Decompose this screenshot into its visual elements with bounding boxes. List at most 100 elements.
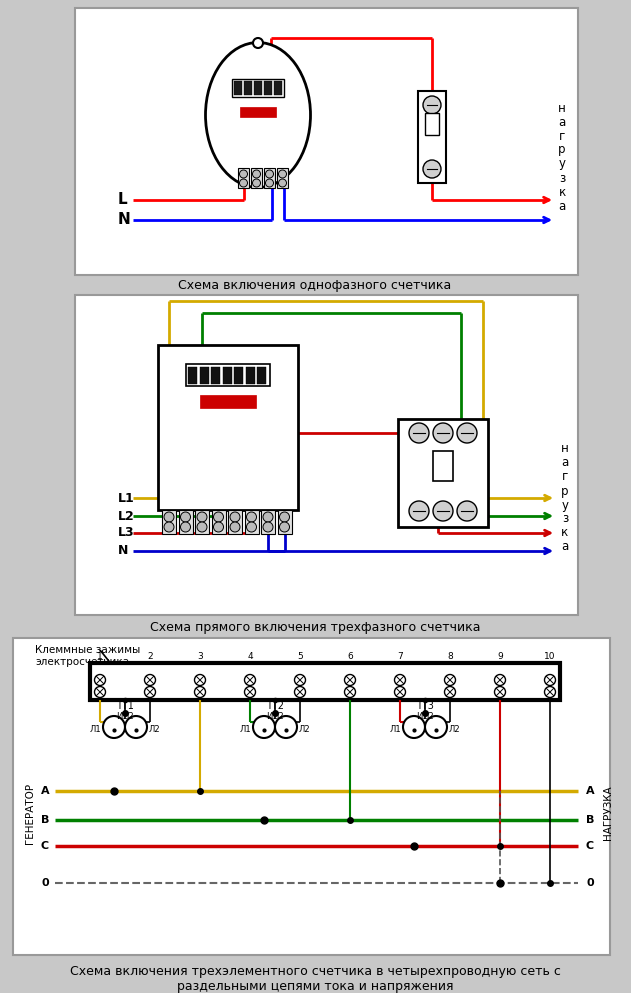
Bar (418, 91, 446, 183)
Circle shape (95, 686, 105, 697)
Text: Клеммные зажимы
электросчетчика: Клеммные зажимы электросчетчика (35, 645, 140, 666)
Circle shape (197, 512, 207, 522)
Text: N: N (118, 213, 131, 227)
Circle shape (278, 179, 286, 187)
Bar (264, 168, 275, 188)
Circle shape (266, 179, 273, 187)
Text: ТТ1: ТТ1 (116, 701, 134, 711)
Bar (228, 510, 242, 534)
Text: И1: И1 (266, 712, 278, 721)
Bar (232, 79, 284, 97)
Bar (240, 107, 276, 117)
Text: н
а
г
р
у
з
к
а: н а г р у з к а (558, 101, 566, 213)
Text: B: B (586, 815, 594, 825)
Circle shape (345, 686, 355, 697)
Text: 8: 8 (447, 652, 453, 661)
Text: 7: 7 (397, 652, 403, 661)
Circle shape (278, 170, 286, 178)
Circle shape (194, 674, 206, 685)
Circle shape (180, 522, 191, 532)
Circle shape (164, 522, 174, 532)
Text: A: A (586, 786, 594, 796)
Bar (234, 367, 243, 384)
Circle shape (423, 160, 441, 178)
Circle shape (295, 674, 305, 685)
Circle shape (213, 512, 223, 522)
Circle shape (545, 686, 555, 697)
Text: Схема включения однофазного счетчика: Схема включения однофазного счетчика (179, 279, 452, 293)
Text: 0: 0 (586, 878, 594, 888)
Circle shape (280, 522, 290, 532)
Text: Л1: Л1 (389, 725, 401, 734)
Bar (278, 510, 292, 534)
Bar (245, 367, 254, 384)
Text: Схема прямого включения трехфазного счетчика: Схема прямого включения трехфазного счет… (150, 622, 480, 635)
Bar (234, 81, 242, 95)
Text: Л2: Л2 (299, 725, 310, 734)
Text: И1: И1 (116, 712, 127, 721)
Text: N: N (118, 544, 128, 557)
Circle shape (423, 96, 441, 114)
Circle shape (253, 716, 275, 738)
Circle shape (280, 512, 290, 522)
Circle shape (144, 686, 155, 697)
Bar (244, 81, 252, 95)
Bar (223, 367, 232, 384)
Bar (158, 345, 298, 510)
Text: Л2: Л2 (149, 725, 161, 734)
Text: ТТ3: ТТ3 (416, 701, 434, 711)
Text: 2: 2 (147, 652, 153, 661)
Circle shape (295, 686, 305, 697)
Circle shape (444, 674, 456, 685)
Bar (398, 419, 488, 527)
Bar (254, 81, 262, 95)
Circle shape (197, 522, 207, 532)
Bar (90, 663, 560, 700)
Text: 1: 1 (97, 652, 103, 661)
Bar (238, 168, 249, 188)
Circle shape (252, 179, 261, 187)
Text: Схема включения трехэлементного счетчика в четырехпроводную сеть с
раздельными ц: Схема включения трехэлементного счетчика… (69, 965, 560, 993)
Circle shape (403, 716, 425, 738)
Circle shape (266, 170, 273, 178)
Text: Л1: Л1 (90, 725, 101, 734)
Circle shape (263, 522, 273, 532)
Text: C: C (586, 841, 594, 851)
Bar (200, 395, 256, 408)
Bar (433, 451, 453, 481)
Bar (264, 81, 272, 95)
Text: Л2: Л2 (449, 725, 461, 734)
Text: 9: 9 (497, 652, 503, 661)
Bar (244, 510, 259, 534)
Text: L2: L2 (118, 509, 135, 522)
Circle shape (345, 674, 355, 685)
Circle shape (180, 512, 191, 522)
Bar (211, 367, 220, 384)
Circle shape (252, 170, 261, 178)
Text: 10: 10 (545, 652, 556, 661)
Bar (257, 367, 266, 384)
Circle shape (444, 686, 456, 697)
Ellipse shape (206, 43, 310, 188)
Circle shape (545, 674, 555, 685)
Bar (425, 113, 439, 135)
Text: 0: 0 (41, 878, 49, 888)
Circle shape (95, 674, 105, 685)
Circle shape (263, 512, 273, 522)
Circle shape (240, 179, 247, 187)
Text: 4: 4 (247, 652, 253, 661)
Bar (195, 510, 209, 534)
Text: И2: И2 (122, 712, 134, 721)
Circle shape (433, 423, 453, 443)
Text: A: A (40, 786, 49, 796)
Circle shape (433, 501, 453, 521)
Circle shape (409, 501, 429, 521)
Bar (13, 638, 610, 955)
Circle shape (495, 686, 505, 697)
Text: И2: И2 (273, 712, 284, 721)
Text: L1: L1 (118, 492, 135, 504)
Circle shape (230, 512, 240, 522)
Circle shape (240, 170, 247, 178)
Bar (75, 8, 578, 275)
Text: 6: 6 (347, 652, 353, 661)
